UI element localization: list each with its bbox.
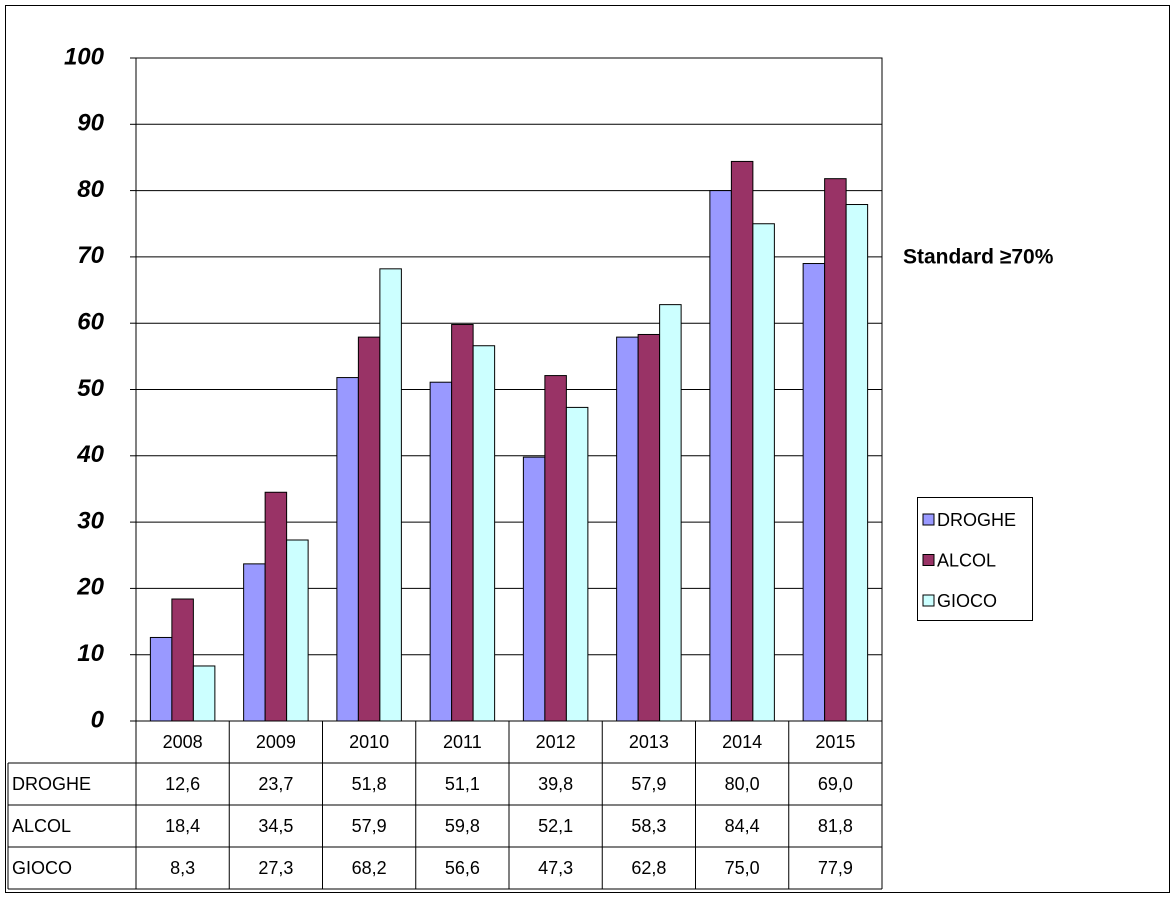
table-cell: 80,0: [725, 774, 760, 794]
y-tick-label: 0: [91, 706, 105, 733]
bar: [379, 268, 402, 722]
legend-label: ALCOL: [937, 550, 996, 570]
bar: [752, 223, 775, 722]
bar: [659, 304, 682, 722]
bar: [357, 336, 381, 722]
table-row-label: DROGHE: [12, 774, 91, 794]
table-cell: 68,2: [352, 858, 387, 878]
table-cell: 57,9: [352, 816, 387, 836]
y-tick-label: 30: [77, 507, 104, 534]
bar: [709, 190, 732, 722]
bar: [286, 539, 309, 722]
table-cell: 39,8: [538, 774, 573, 794]
legend-label: GIOCO: [937, 591, 997, 611]
annotation: Standard ≥70%: [903, 246, 1054, 269]
x-tick-label: 2009: [256, 732, 296, 752]
y-tick-label: 100: [64, 43, 105, 70]
legend-box: [917, 497, 1033, 621]
table-cell: 75,0: [725, 858, 760, 878]
x-tick-label: 2015: [815, 732, 855, 752]
y-tick-label: 20: [76, 574, 104, 601]
y-tick-label: 10: [77, 640, 104, 667]
y-tick-label: 50: [77, 375, 104, 402]
table-cell: 23,7: [258, 774, 293, 794]
bar: [845, 204, 869, 722]
table-cell: 69,0: [818, 774, 853, 794]
legend-swatch: [922, 554, 935, 566]
table-cell: 27,3: [258, 858, 293, 878]
x-tick-label: 2008: [163, 732, 203, 752]
table-cell: 84,4: [725, 816, 760, 836]
bar: [336, 377, 359, 722]
y-tick-label: 90: [77, 110, 104, 137]
table-cell: 56,6: [445, 858, 480, 878]
bar: [243, 563, 266, 722]
table-cell: 59,8: [445, 816, 480, 836]
table-cell: 51,1: [445, 774, 480, 794]
y-tick-label: 80: [77, 176, 104, 203]
table-cell: 34,5: [258, 816, 293, 836]
legend-swatch: [922, 594, 935, 607]
x-tick-label: 2011: [443, 732, 482, 752]
table-cell: 81,8: [818, 816, 853, 836]
bar: [616, 336, 639, 722]
table-cell: 12,6: [165, 774, 200, 794]
x-tick-label: 2014: [722, 732, 762, 752]
table-cell: 8,3: [170, 858, 195, 878]
legend-label: DROGHE: [937, 510, 1016, 530]
table-row-label: ALCOL: [12, 816, 71, 836]
table-cell: 57,9: [631, 774, 666, 794]
table-cell: 47,3: [538, 858, 573, 878]
table-row-label: GIOCO: [12, 858, 72, 878]
y-tick-label: 60: [77, 309, 104, 336]
bar: [522, 456, 546, 722]
y-tick-label: 40: [76, 441, 104, 468]
bar: [565, 406, 589, 722]
legend-swatch: [922, 513, 935, 526]
bar: [802, 263, 826, 722]
bar: [149, 636, 173, 722]
bar: [451, 324, 474, 722]
bar: [544, 375, 567, 722]
bar: [824, 178, 847, 722]
bar: [637, 333, 661, 722]
bar: [192, 665, 216, 722]
table-cell: 58,3: [631, 816, 666, 836]
x-tick-label: 2013: [629, 732, 669, 752]
bar: [264, 491, 288, 722]
bar: [429, 381, 453, 722]
y-tick-label: 70: [77, 242, 104, 269]
bar: [171, 598, 194, 722]
table-cell: 18,4: [165, 816, 200, 836]
table-cell: 77,9: [818, 858, 853, 878]
bar: [472, 345, 496, 722]
x-tick-label: 2012: [536, 732, 576, 752]
table-cell: 52,1: [538, 816, 573, 836]
x-tick-label: 2010: [349, 732, 389, 752]
table-cell: 62,8: [631, 858, 666, 878]
table-cell: 51,8: [352, 774, 387, 794]
bar: [730, 160, 754, 722]
